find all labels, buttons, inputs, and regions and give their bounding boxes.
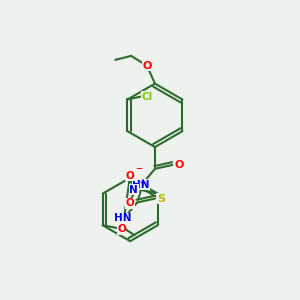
Text: O: O [142,61,152,71]
Text: −: − [135,164,142,173]
Text: S: S [157,194,165,203]
Text: HN: HN [115,213,132,224]
Text: HN: HN [132,180,150,190]
Text: O: O [174,160,183,170]
Text: O: O [117,224,126,234]
Text: O: O [125,199,134,208]
Text: Cl: Cl [142,92,153,101]
Text: O: O [125,171,134,181]
Text: +: + [139,178,145,187]
Text: N: N [130,184,138,195]
